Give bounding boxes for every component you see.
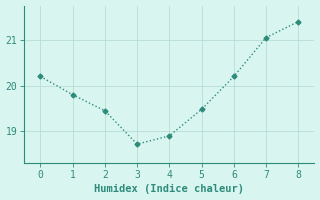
X-axis label: Humidex (Indice chaleur): Humidex (Indice chaleur) bbox=[94, 184, 244, 194]
